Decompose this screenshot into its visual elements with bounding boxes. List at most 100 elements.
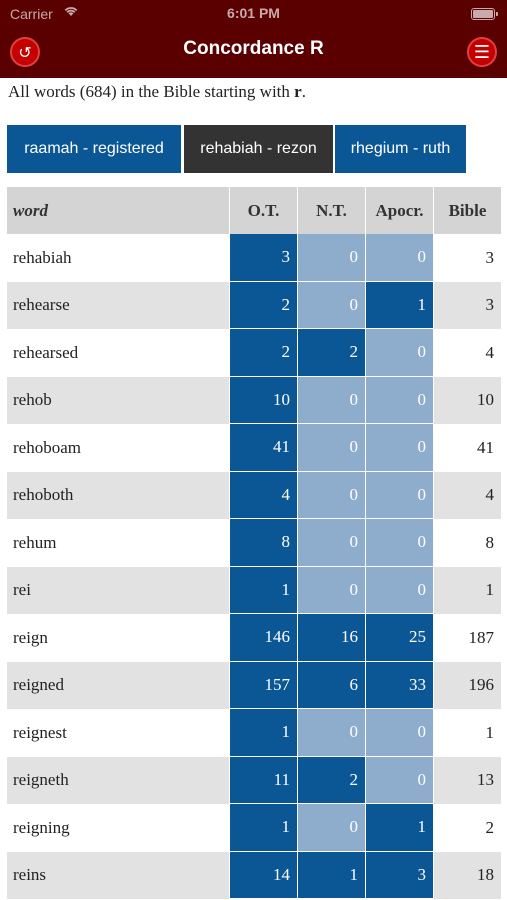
word-cell: reins bbox=[13, 865, 47, 885]
back-button[interactable]: ↺ bbox=[10, 37, 40, 67]
word-cell: reignest bbox=[13, 722, 67, 742]
bible-count-cell: 10 bbox=[433, 376, 501, 424]
ot-count-cell: 4 bbox=[229, 471, 297, 519]
nt-count-cell: 1 bbox=[297, 851, 365, 899]
page-title: Concordance R bbox=[183, 38, 324, 59]
bible-count-cell: 196 bbox=[433, 661, 501, 709]
intro-letter: r bbox=[294, 82, 302, 101]
nt-count-cell: 0 bbox=[297, 709, 365, 757]
nt-count-cell: 0 bbox=[297, 424, 365, 472]
nt-count-cell: 2 bbox=[297, 329, 365, 377]
nt-count-cell: 0 bbox=[297, 804, 365, 852]
word-cell: rehoboam bbox=[13, 437, 81, 457]
table-row[interactable]: rehum 8 0 0 8 bbox=[7, 519, 501, 567]
header-apocr: Apocr. bbox=[365, 187, 433, 234]
bible-count-cell: 3 bbox=[433, 234, 501, 282]
apocr-count-cell: 0 bbox=[365, 234, 433, 282]
table-row[interactable]: reigned 157 6 33 196 bbox=[7, 661, 501, 709]
carrier-label: Carrier bbox=[10, 6, 53, 22]
ot-count-cell: 2 bbox=[229, 281, 297, 329]
table-row[interactable]: reign 146 16 25 187 bbox=[7, 614, 501, 662]
word-cell: rehabiah bbox=[13, 247, 72, 267]
apocr-count-cell: 33 bbox=[365, 661, 433, 709]
bible-count-cell: 187 bbox=[433, 614, 501, 662]
nt-count-cell: 0 bbox=[297, 519, 365, 567]
tab-raamah-registered[interactable]: raamah - registered bbox=[7, 125, 181, 173]
header-ot: O.T. bbox=[229, 187, 297, 234]
table-row[interactable]: reignest 1 0 0 1 bbox=[7, 709, 501, 757]
battery-icon bbox=[471, 8, 498, 20]
word-cell: reigneth bbox=[13, 770, 69, 790]
table-row[interactable]: rehoboam 41 0 0 41 bbox=[7, 424, 501, 472]
ot-count-cell: 157 bbox=[229, 661, 297, 709]
ot-count-cell: 1 bbox=[229, 804, 297, 852]
menu-button[interactable]: ☰ bbox=[467, 37, 497, 67]
word-cell: reigned bbox=[13, 675, 64, 695]
apocr-count-cell: 3 bbox=[365, 851, 433, 899]
wifi-icon bbox=[63, 4, 79, 20]
ot-count-cell: 1 bbox=[229, 709, 297, 757]
intro-text: All words (684) in the Bible starting wi… bbox=[8, 82, 306, 102]
apocr-count-cell: 0 bbox=[365, 376, 433, 424]
bible-count-cell: 1 bbox=[433, 566, 501, 614]
apocr-count-cell: 1 bbox=[365, 281, 433, 329]
table-row[interactable]: rehoboth 4 0 0 4 bbox=[7, 471, 501, 519]
bible-count-cell: 13 bbox=[433, 756, 501, 804]
bible-count-cell: 18 bbox=[433, 851, 501, 899]
apocr-count-cell: 0 bbox=[365, 329, 433, 377]
ot-count-cell: 11 bbox=[229, 756, 297, 804]
word-cell: rehoboth bbox=[13, 485, 74, 505]
bible-count-cell: 3 bbox=[433, 281, 501, 329]
bible-count-cell: 2 bbox=[433, 804, 501, 852]
intro-prefix: All words (684) in the Bible starting wi… bbox=[8, 82, 295, 101]
ot-count-cell: 1 bbox=[229, 566, 297, 614]
table-row[interactable]: rehearse 2 0 1 3 bbox=[7, 281, 501, 329]
nt-count-cell: 16 bbox=[297, 614, 365, 662]
word-cell: rei bbox=[13, 580, 31, 600]
apocr-count-cell: 0 bbox=[365, 519, 433, 567]
header-word: word bbox=[13, 200, 48, 220]
app-header: Carrier 6:01 PM ↺ Concordance R ☰ bbox=[0, 0, 507, 78]
apocr-count-cell: 25 bbox=[365, 614, 433, 662]
nt-count-cell: 2 bbox=[297, 756, 365, 804]
bible-count-cell: 8 bbox=[433, 519, 501, 567]
word-cell: reign bbox=[13, 627, 48, 647]
nt-count-cell: 0 bbox=[297, 471, 365, 519]
status-bar: Carrier 6:01 PM bbox=[0, 0, 507, 28]
hamburger-menu-icon: ☰ bbox=[473, 41, 491, 63]
ot-count-cell: 3 bbox=[229, 234, 297, 282]
apocr-count-cell: 0 bbox=[365, 756, 433, 804]
word-cell: reigning bbox=[13, 817, 70, 837]
intro-suffix: . bbox=[301, 82, 306, 101]
table-row[interactable]: rei 1 0 0 1 bbox=[7, 566, 501, 614]
nt-count-cell: 0 bbox=[297, 376, 365, 424]
table-row[interactable]: rehearsed 2 2 0 4 bbox=[7, 329, 501, 377]
table-row[interactable]: rehabiah 3 0 0 3 bbox=[7, 234, 501, 282]
apocr-count-cell: 0 bbox=[365, 471, 433, 519]
table-row[interactable]: reins 14 1 3 18 bbox=[7, 851, 501, 899]
bible-count-cell: 1 bbox=[433, 709, 501, 757]
tab-rehabiah-rezon[interactable]: rehabiah - rezon bbox=[184, 125, 333, 173]
ot-count-cell: 2 bbox=[229, 329, 297, 377]
apocr-count-cell: 0 bbox=[365, 709, 433, 757]
bible-count-cell: 41 bbox=[433, 424, 501, 472]
header-nt: N.T. bbox=[297, 187, 365, 234]
nt-count-cell: 0 bbox=[297, 234, 365, 282]
table-row[interactable]: rehob 10 0 0 10 bbox=[7, 376, 501, 424]
concordance-table: word O.T. N.T. Apocr. Bible rehabiah 3 0 0 3… bbox=[7, 187, 501, 899]
word-cell: rehearse bbox=[13, 295, 70, 315]
apocr-count-cell: 1 bbox=[365, 804, 433, 852]
status-time: 6:01 PM bbox=[227, 5, 280, 21]
table-body: rehabiah 3 0 0 3 rehearse 2 0 1 3 rehearsed 2 2 0 4 reh… bbox=[7, 234, 501, 899]
bible-count-cell: 4 bbox=[433, 471, 501, 519]
nt-count-cell: 0 bbox=[297, 281, 365, 329]
word-cell: rehearsed bbox=[13, 342, 79, 362]
word-cell: rehob bbox=[13, 390, 52, 410]
table-row[interactable]: reigning 1 0 1 2 bbox=[7, 804, 501, 852]
word-cell: rehum bbox=[13, 532, 57, 552]
ot-count-cell: 10 bbox=[229, 376, 297, 424]
nt-count-cell: 0 bbox=[297, 566, 365, 614]
apocr-count-cell: 0 bbox=[365, 566, 433, 614]
table-row[interactable]: reigneth 11 2 0 13 bbox=[7, 756, 501, 804]
tab-rhegium-ruth[interactable]: rhegium - ruth bbox=[335, 125, 466, 173]
